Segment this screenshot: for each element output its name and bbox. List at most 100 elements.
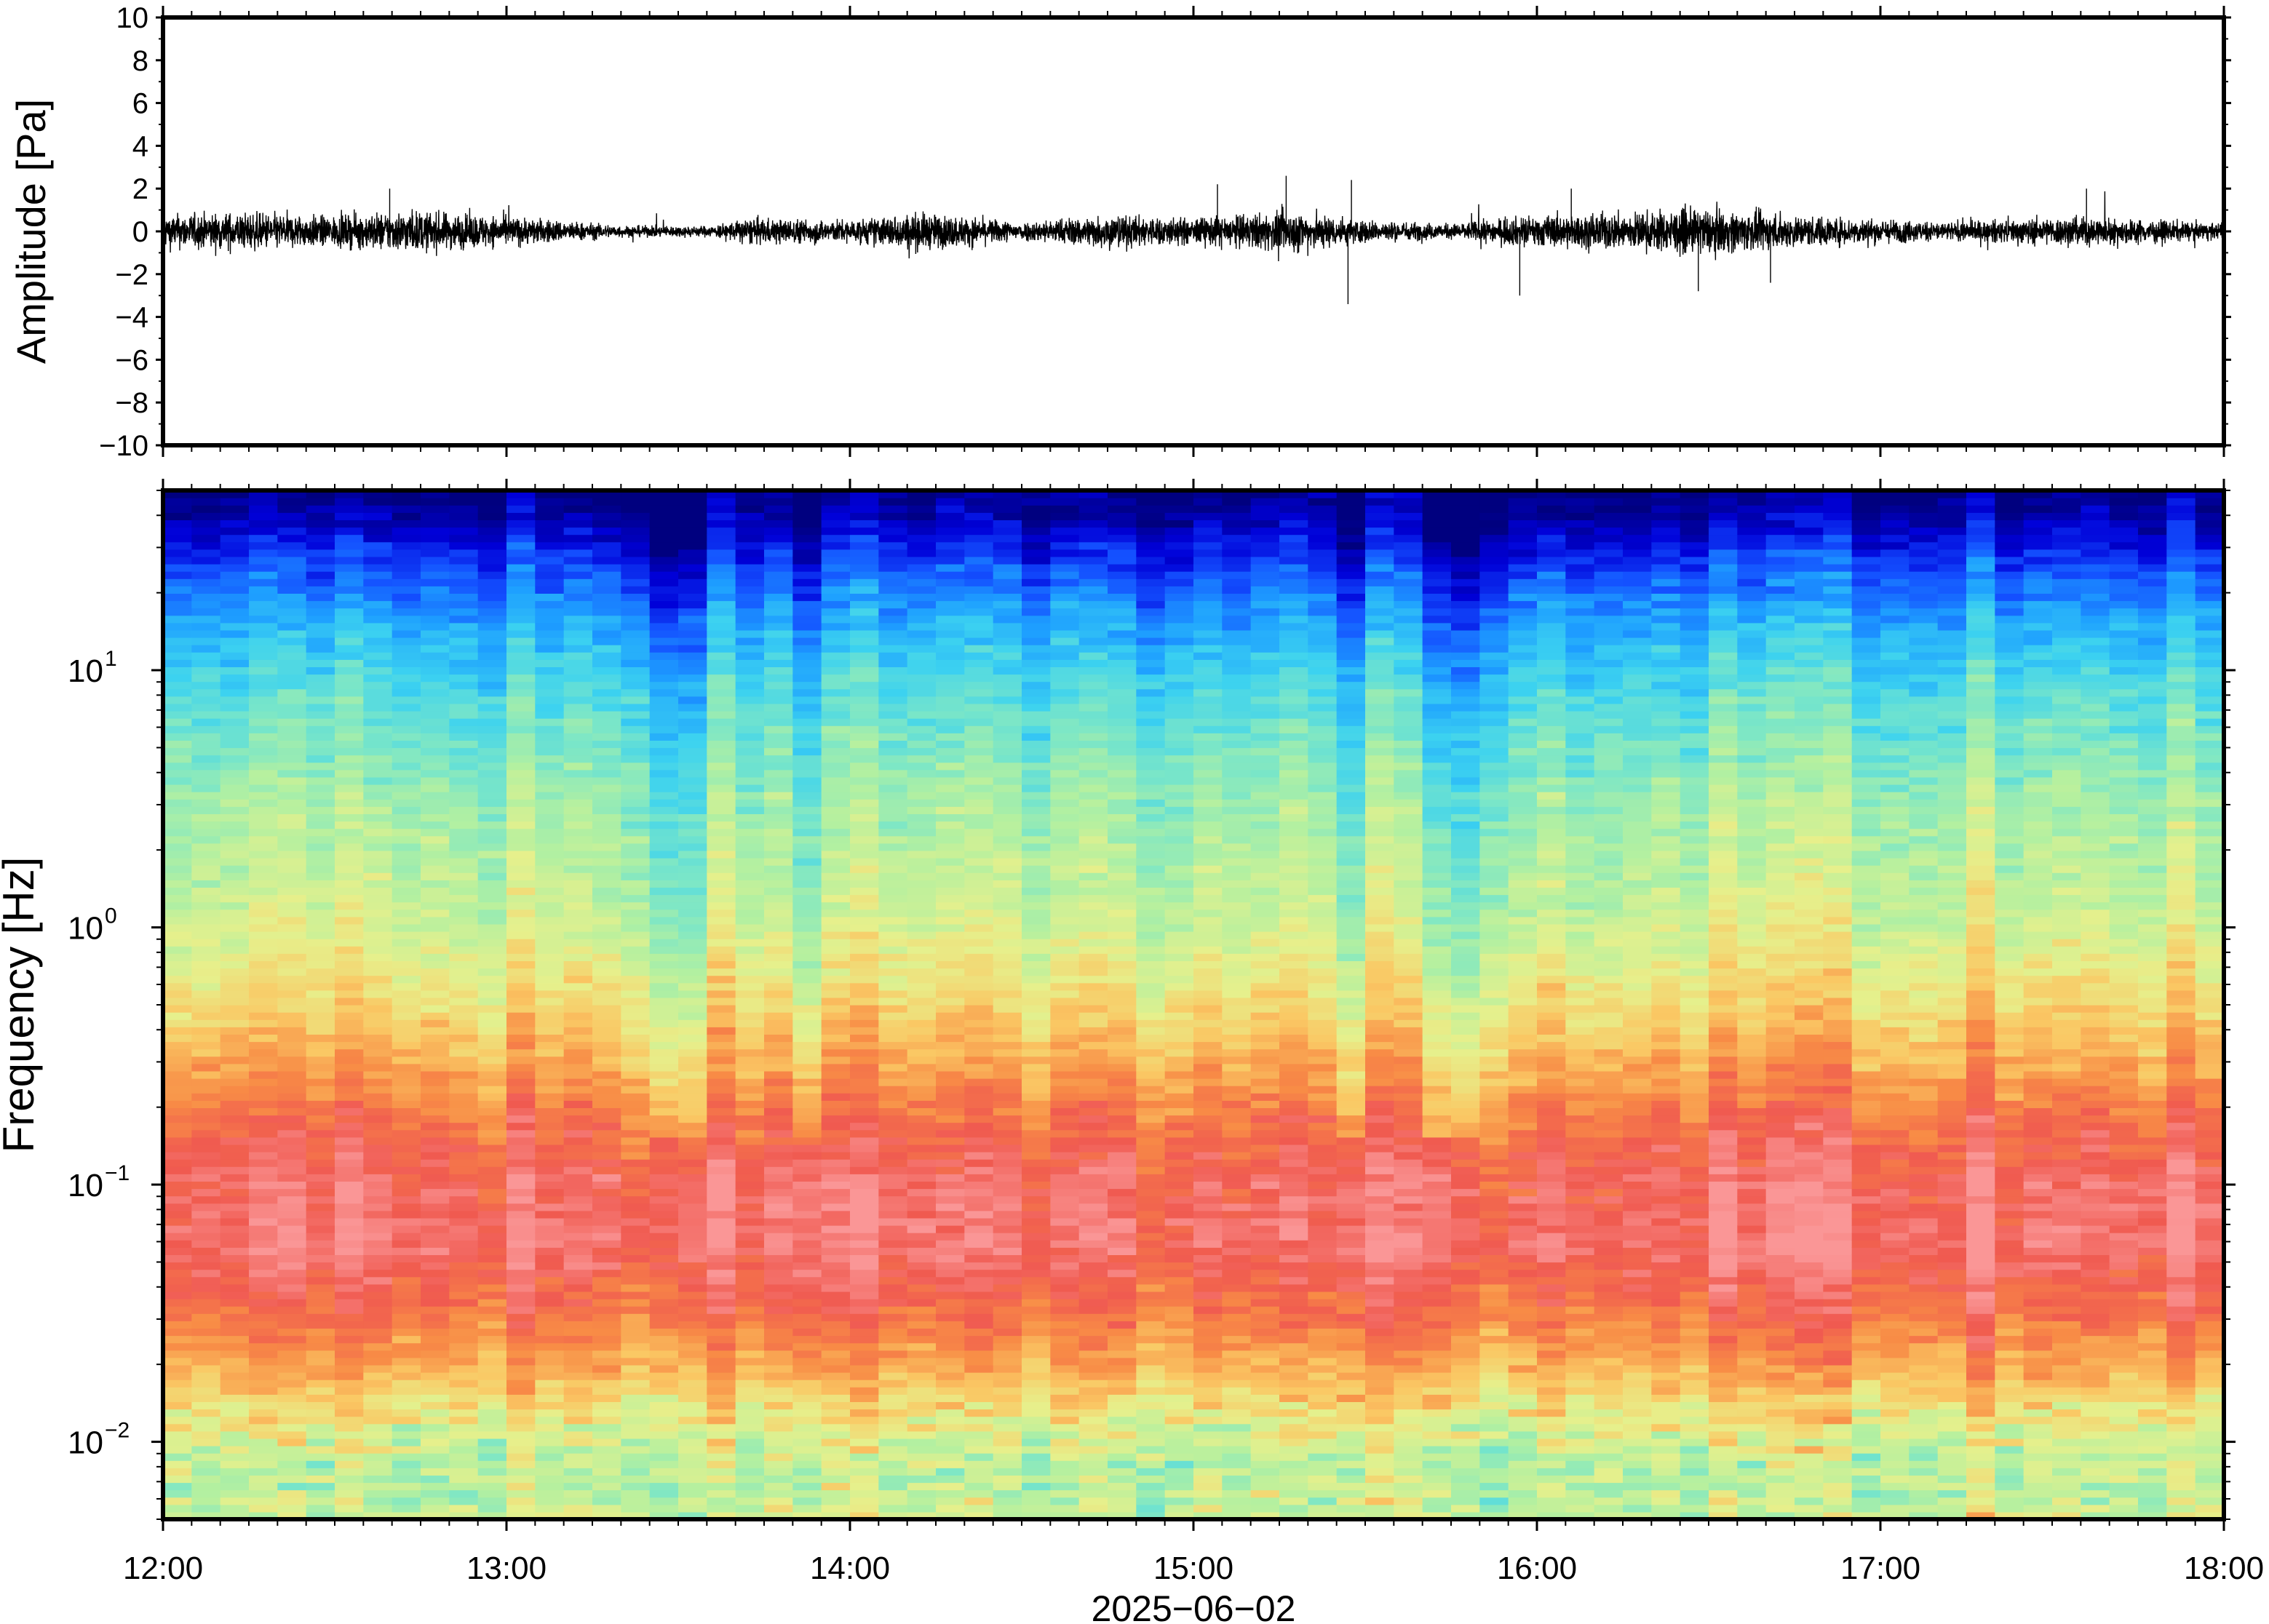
spectrogram-cell [735,1489,765,1498]
spectrogram-cell [936,1233,965,1241]
spectrogram-cell [764,1416,793,1425]
spectrogram-cell [764,1056,793,1064]
spectrogram-cell [191,1380,221,1388]
spectrogram-cell [1022,784,1051,792]
spectrogram-cell [191,821,221,829]
spectrogram-cell [1078,1283,1108,1292]
spectrogram-cell [850,1313,879,1321]
spectrogram-cell [764,666,793,675]
spectrogram-cell [878,1497,908,1505]
spectrogram-cell [563,1203,593,1211]
spectrogram-cell [592,1210,621,1219]
spectrogram-cell [649,1335,679,1344]
spectrogram-cell [1136,1430,1166,1439]
spectrogram-cell [621,1423,651,1432]
spectrogram-cell [191,1504,221,1513]
spectrogram-cell [735,1144,765,1153]
spectrogram-cell [563,806,593,814]
spectrogram-cell [277,1453,307,1461]
spectrogram-cell [850,923,879,932]
spectrogram-cell [535,1093,565,1101]
spectrogram-cell [621,960,651,969]
spectrogram-cell [993,894,1022,903]
spectrogram-cell [220,1453,250,1461]
spectrogram-cell [477,1313,507,1321]
spectrogram-cell [592,615,621,624]
spectrogram-cell [335,652,364,660]
spectrogram-cell [449,1321,479,1329]
spectrogram-cell [850,1144,879,1153]
spectrogram-cell [535,1276,565,1285]
spectrogram-cell [506,887,536,896]
spectrogram-cell [421,637,450,645]
spectrogram-cell [535,784,565,792]
spectrogram-cell [792,850,822,859]
spectrogram-cell [477,865,507,873]
spectrogram-cell [964,645,994,653]
spectrogram-cell [649,1423,679,1432]
spectrogram-cell [764,1166,793,1174]
spectrogram-cell [277,1195,307,1204]
spectrogram-cell [277,1063,307,1072]
spectrogram-cell [191,1321,221,1329]
spectrogram-cell [678,850,707,859]
spectrogram-cell [907,674,937,682]
spectrogram-cell [220,1056,250,1064]
spectrogram-cell [1078,1203,1108,1211]
spectrogram-cell [1078,1019,1108,1027]
spectrogram-cell [1108,629,1137,638]
spectrogram-cell [764,1283,793,1292]
spectrogram-cell [993,1269,1022,1278]
spectrogram-cell [907,1012,937,1020]
spectrogram-cell [1022,1511,1051,1520]
spectrogram-cell [964,1430,994,1439]
spectrogram-cell [477,1460,507,1468]
spectrogram-cell [821,1041,851,1050]
spectrogram-cell [993,1372,1022,1380]
spectrogram-cell [592,835,621,844]
spectrogram-cell [592,1387,621,1395]
spectrogram-cell [163,1240,192,1248]
spectrogram-cell [392,659,421,667]
spectrogram-cell [535,1372,565,1380]
spectrogram-cell [907,512,937,520]
spectrogram-cell [163,784,192,792]
spectrogram-cell [392,1254,421,1263]
spectrogram-cell [506,1328,536,1337]
spectrogram-cell [878,1446,908,1454]
spectrogram-cell [621,725,651,733]
spectrogram-cell [678,703,707,712]
spectrogram-cell [1078,1306,1108,1314]
spectrogram-cell [335,608,364,616]
spectrogram-cell [477,916,507,925]
spectrogram-cell [1022,821,1051,829]
spectrogram-cell [220,733,250,741]
spectrogram-cell [535,769,565,778]
spectrogram-cell [1078,1027,1108,1035]
spectrogram-cell [306,1107,335,1116]
spectrogram-cell [220,1430,250,1439]
spectrogram-cell [964,534,994,543]
spectrogram-cell [1108,1203,1137,1211]
spectrogram-cell [707,1430,736,1439]
spectrogram-cell [964,982,994,991]
spectrogram-cell [163,1350,192,1358]
spectrogram-cell [964,1225,994,1233]
spectrogram-cell [649,1299,679,1307]
spectrogram-cell [449,1504,479,1513]
spectrogram-cell [907,1159,937,1167]
spectrogram-cell [335,740,364,749]
spectrogram-cell [1022,1306,1051,1314]
spectrogram-cell [535,659,565,667]
spectrogram-cell [621,629,651,638]
spectrogram-cell [907,762,937,771]
spectrogram-cell [535,931,565,939]
spectrogram-cell [335,1350,364,1358]
spectrogram-cell [1108,1313,1137,1321]
spectrogram-cell [277,1181,307,1190]
spectrogram-cell [707,1195,736,1204]
spectrogram-cell [191,1122,221,1131]
spectrogram-cell [592,1475,621,1484]
spectrogram-cell [535,843,565,851]
spectrogram-cell [477,1453,507,1461]
